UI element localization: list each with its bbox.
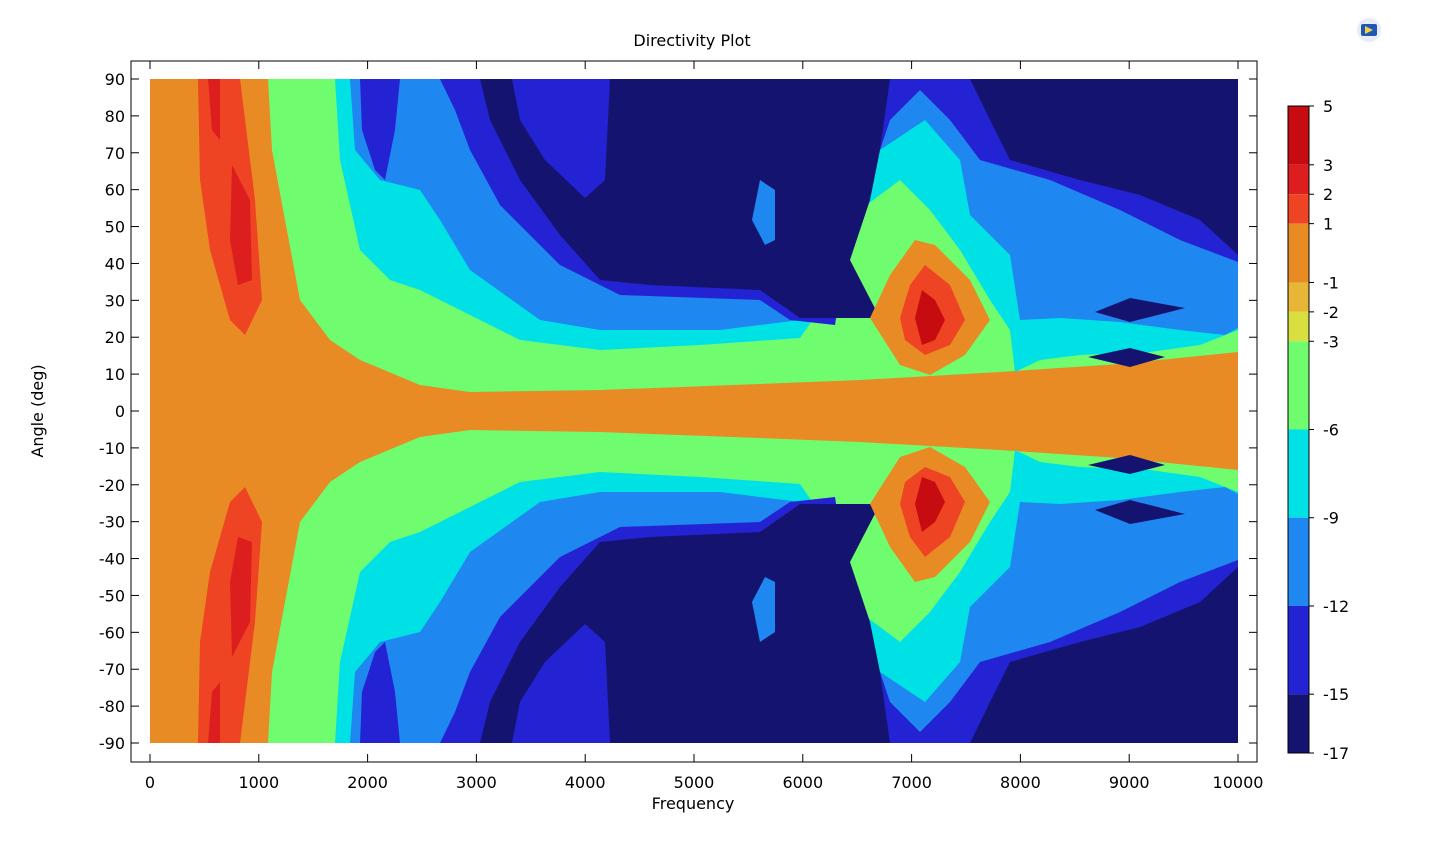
y-tick-label: -50 [99,586,125,605]
y-tick-label: 50 [105,218,125,237]
colorbar-band [1288,223,1309,283]
contour-band-hot-right-darkred [915,290,945,345]
x-tick-label: 10000 [1213,773,1264,792]
colorbar-tick-label: -12 [1323,597,1349,616]
x-tick-label: 7000 [891,773,932,792]
chart-title: Directivity Plot [633,31,750,50]
x-tick-label: 2000 [347,773,388,792]
contour-band-navy-oval [1088,298,1185,367]
y-tick-label: 20 [105,328,125,347]
colorbar-band [1288,106,1309,165]
colorbar-band [1288,164,1309,195]
colorbar-tick-label: -9 [1323,509,1339,528]
colorbar [1287,105,1310,754]
x-tick-label: 6000 [782,773,823,792]
colorbar-tick-label: -2 [1323,303,1339,322]
colorbar-tick-label: -17 [1323,744,1349,763]
y-tick-label: 0 [115,402,125,421]
y-tick-label: -40 [99,550,125,569]
x-tick-label: 8000 [1000,773,1041,792]
colorbar-band [1288,194,1309,224]
x-tick-label: 9000 [1109,773,1150,792]
colorbar-tick-label: -6 [1323,421,1339,440]
colorbar-tick-label: 3 [1323,156,1333,175]
y-axis-label: Angle (deg) [28,364,47,457]
x-tick-label: 3000 [456,773,497,792]
y-tick-label: 10 [105,365,125,384]
contour-band-minus17b [970,79,1238,255]
y-tick-label: 80 [105,107,125,126]
contour-band-plus2 [208,79,252,285]
y-tick-label: -90 [99,734,125,753]
colorbar-band [1288,311,1309,342]
colorbar-tick-label: 2 [1323,185,1333,204]
contour-band-minus15-bump [512,79,610,198]
colorbar-tick-label: -3 [1323,332,1339,351]
contour-band-blue-spot [752,180,775,245]
x-tick-label: 0 [145,773,155,792]
y-tick-label: 40 [105,254,125,273]
contour-area-mirror [198,430,1238,743]
colorbar-band [1288,341,1309,430]
y-axis: 90 80 70 60 50 40 30 20 10 0 -10 -20 -30 -40 -50 -60 -70… [99,70,1257,753]
colorbar-ticks: 5 3 2 1 -1 -2 -3 -6 -9 -12 -15 -17 [1309,97,1349,763]
y-tick-label: -80 [99,697,125,716]
x-tick-label: 1000 [238,773,279,792]
y-tick-label: 70 [105,144,125,163]
x-axis-label: Frequency [652,794,735,813]
colorbar-tick-label: -15 [1323,685,1349,704]
y-tick-label: 90 [105,70,125,89]
window-app-icon[interactable] [1355,16,1383,44]
y-tick-label: 60 [105,181,125,200]
y-tick-label: -30 [99,513,125,532]
colorbar-band [1288,517,1309,606]
y-tick-label: -70 [99,660,125,679]
y-tick-label: -10 [99,439,125,458]
colorbar-band [1288,694,1309,753]
x-tick-label: 4000 [565,773,606,792]
app-icon-graphic [1357,18,1381,42]
y-tick-label: -60 [99,623,125,642]
x-axis: 0 1000 2000 3000 4000 5000 6000 7000 8000 9000 100… [145,61,1264,792]
colorbar-band [1288,282,1309,312]
colorbar-tick-label: 5 [1323,97,1333,116]
colorbar-tick-label: -1 [1323,273,1339,292]
colorbar-band [1288,429,1309,518]
colorbar-tick-label: 1 [1323,215,1333,234]
colorbar-band [1288,605,1309,695]
y-tick-label: 30 [105,291,125,310]
y-tick-label: -20 [99,476,125,495]
x-tick-label: 5000 [674,773,715,792]
